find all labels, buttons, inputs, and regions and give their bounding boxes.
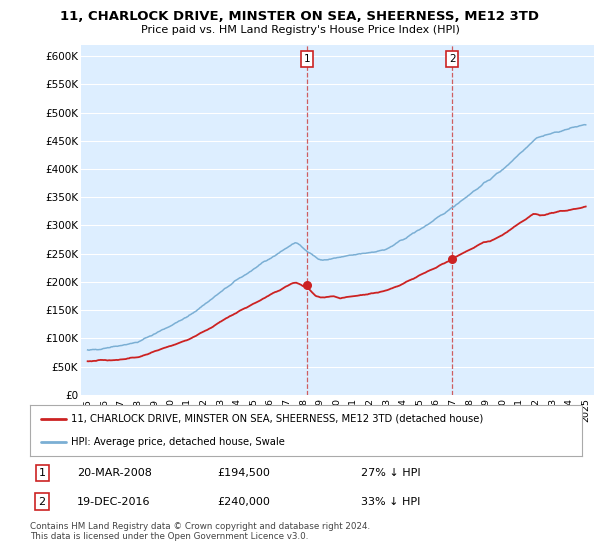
- Text: £240,000: £240,000: [218, 497, 271, 507]
- Text: 20-MAR-2008: 20-MAR-2008: [77, 468, 152, 478]
- Text: Price paid vs. HM Land Registry's House Price Index (HPI): Price paid vs. HM Land Registry's House …: [140, 25, 460, 35]
- Text: £194,500: £194,500: [218, 468, 271, 478]
- Text: 19-DEC-2016: 19-DEC-2016: [77, 497, 151, 507]
- Text: 11, CHARLOCK DRIVE, MINSTER ON SEA, SHEERNESS, ME12 3TD (detached house): 11, CHARLOCK DRIVE, MINSTER ON SEA, SHEE…: [71, 414, 484, 424]
- Text: 27% ↓ HPI: 27% ↓ HPI: [361, 468, 421, 478]
- Text: 2: 2: [449, 54, 455, 64]
- Text: Contains HM Land Registry data © Crown copyright and database right 2024.
This d: Contains HM Land Registry data © Crown c…: [30, 522, 370, 542]
- Text: 2: 2: [38, 497, 46, 507]
- Text: HPI: Average price, detached house, Swale: HPI: Average price, detached house, Swal…: [71, 437, 285, 447]
- Text: 1: 1: [304, 54, 310, 64]
- Text: 11, CHARLOCK DRIVE, MINSTER ON SEA, SHEERNESS, ME12 3TD: 11, CHARLOCK DRIVE, MINSTER ON SEA, SHEE…: [61, 10, 539, 23]
- Text: 33% ↓ HPI: 33% ↓ HPI: [361, 497, 421, 507]
- Text: 1: 1: [38, 468, 46, 478]
